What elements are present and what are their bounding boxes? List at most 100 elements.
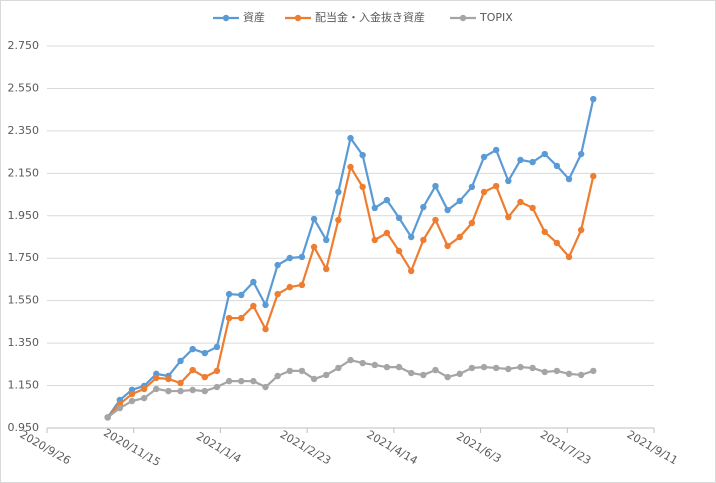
data-point xyxy=(262,325,269,333)
legend-label: TOPIX xyxy=(479,11,513,24)
data-point xyxy=(395,247,403,255)
y-tick-label: 1.150 xyxy=(8,379,40,392)
data-point xyxy=(165,375,172,383)
data-point xyxy=(492,364,500,372)
data-point xyxy=(286,367,293,375)
data-point xyxy=(432,366,439,374)
data-point xyxy=(262,301,269,309)
data-point xyxy=(590,367,597,375)
data-point xyxy=(553,239,561,247)
data-point xyxy=(565,370,573,378)
data-point xyxy=(335,364,342,372)
data-point xyxy=(529,364,536,372)
data-point xyxy=(480,363,488,371)
data-point xyxy=(383,229,391,237)
data-point xyxy=(456,370,463,378)
data-point xyxy=(250,377,257,385)
data-point xyxy=(444,206,451,214)
y-tick-label: 1.550 xyxy=(8,294,40,307)
data-point xyxy=(298,253,306,261)
data-point xyxy=(395,363,403,371)
data-point xyxy=(177,379,184,387)
data-point xyxy=(128,390,136,398)
data-point xyxy=(238,377,245,385)
data-point xyxy=(577,226,585,234)
data-point xyxy=(359,359,366,367)
data-point xyxy=(553,162,561,170)
data-point xyxy=(140,385,148,393)
data-point xyxy=(456,197,463,205)
legend-label: 資産 xyxy=(243,11,265,24)
data-point xyxy=(408,233,415,241)
data-point xyxy=(250,278,257,286)
data-point xyxy=(128,397,136,405)
data-point xyxy=(201,349,209,357)
data-point xyxy=(420,203,427,211)
y-tick-label: 2.150 xyxy=(8,166,40,179)
data-point xyxy=(577,371,585,379)
data-point xyxy=(274,290,281,298)
data-point xyxy=(444,373,451,381)
data-point xyxy=(420,236,427,244)
legend-marker xyxy=(222,14,230,22)
data-point xyxy=(189,366,196,374)
data-point xyxy=(213,343,221,351)
data-point xyxy=(541,368,548,376)
data-point xyxy=(201,373,209,381)
data-point xyxy=(529,158,536,166)
data-point xyxy=(298,367,306,375)
y-tick-label: 2.750 xyxy=(8,39,40,52)
data-point xyxy=(480,188,488,196)
data-point xyxy=(347,134,354,142)
data-point xyxy=(492,146,500,154)
data-point xyxy=(590,172,597,180)
data-point xyxy=(432,182,439,190)
data-point xyxy=(335,216,342,224)
data-point xyxy=(238,291,245,299)
data-point xyxy=(274,372,281,380)
data-point xyxy=(541,228,548,236)
data-point xyxy=(371,204,378,212)
data-point xyxy=(213,383,221,391)
data-point xyxy=(492,182,500,190)
data-point xyxy=(177,387,184,395)
y-tick-label: 1.950 xyxy=(8,209,40,222)
data-point xyxy=(310,215,318,223)
data-point xyxy=(323,236,330,244)
data-point xyxy=(323,371,330,379)
data-point xyxy=(213,367,221,375)
data-point xyxy=(140,394,148,402)
data-point xyxy=(104,414,111,421)
data-point xyxy=(505,177,512,185)
data-point xyxy=(165,387,172,395)
data-point xyxy=(116,404,124,412)
data-point xyxy=(359,183,366,191)
data-point xyxy=(541,150,548,158)
data-point xyxy=(408,267,415,275)
data-point xyxy=(590,95,597,103)
data-point xyxy=(359,151,366,159)
data-point xyxy=(553,367,561,375)
data-point xyxy=(347,163,354,171)
data-point xyxy=(189,386,196,394)
data-point xyxy=(250,302,257,310)
data-point xyxy=(565,253,573,261)
data-point xyxy=(177,357,184,365)
data-point xyxy=(323,265,330,273)
data-point xyxy=(238,314,245,322)
data-point xyxy=(565,175,573,183)
y-tick-label: 2.550 xyxy=(8,81,40,94)
data-point xyxy=(225,377,233,385)
data-point xyxy=(383,363,391,371)
data-point xyxy=(517,363,524,371)
data-point xyxy=(505,213,512,221)
data-point xyxy=(201,387,209,395)
data-point xyxy=(480,153,488,161)
data-point xyxy=(274,261,281,269)
data-point xyxy=(153,385,160,393)
data-point xyxy=(420,371,427,379)
data-point xyxy=(456,233,463,241)
data-point xyxy=(335,188,342,196)
